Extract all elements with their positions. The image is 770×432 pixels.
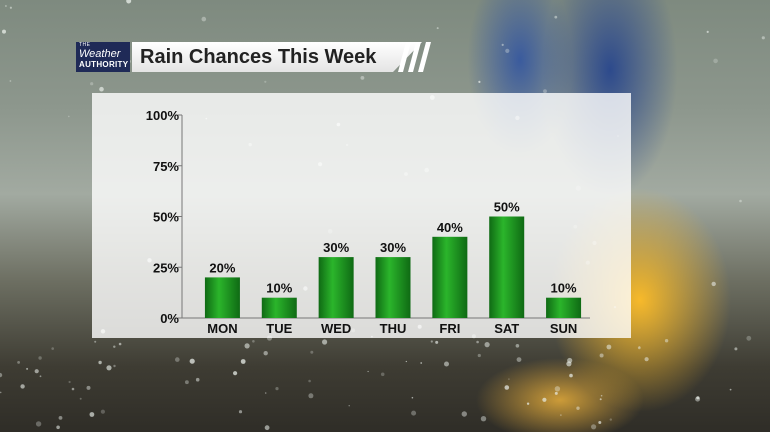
x-tick-label-wed: WED	[321, 321, 351, 336]
bar-fri	[432, 236, 468, 318]
logo-line-2: Weather	[79, 48, 121, 60]
title-bar: Rain Chances This Week	[132, 42, 422, 72]
bar-tue	[261, 297, 297, 318]
bar-thu	[375, 257, 411, 318]
y-tick-label: 50%	[153, 210, 179, 225]
bar-mon	[204, 277, 240, 318]
y-tick-label: 25%	[153, 260, 179, 275]
logo-line-1: THE	[79, 42, 91, 48]
x-tick-label-fri: FRI	[439, 321, 460, 336]
weather-authority-logo: THE Weather AUTHORITY	[76, 42, 130, 72]
x-tick-label-sun: SUN	[550, 321, 577, 336]
bar-sat	[489, 216, 525, 318]
x-tick-label-tue: TUE	[266, 321, 292, 336]
x-tick-label-mon: MON	[207, 321, 237, 336]
title-banner: THE Weather AUTHORITY Rain Chances This …	[76, 42, 431, 72]
x-tick-label-thu: THU	[380, 321, 407, 336]
rain-chance-bar-chart: 0% 25% 50% 75% 100% 20% MON 10% TUE 30% WED 30% THU…	[146, 108, 590, 336]
y-tick-label: 100%	[146, 108, 180, 123]
data-label-sun: 10%	[551, 281, 577, 296]
data-label-fri: 40%	[437, 220, 463, 235]
data-label-mon: 20%	[209, 260, 235, 275]
x-tick-label-sat: SAT	[494, 321, 519, 336]
bar-wed	[318, 257, 354, 318]
logo-line-3: AUTHORITY	[79, 60, 129, 69]
title-stripes-decoration	[398, 42, 431, 72]
data-label-tue: 10%	[266, 281, 292, 296]
y-tick-label: 75%	[153, 159, 179, 174]
data-label-thu: 30%	[380, 240, 406, 255]
bar-sun	[546, 297, 582, 318]
chart-panel: 0% 25% 50% 75% 100% 20% MON 10% TUE 30% WED 30% THU…	[92, 93, 631, 338]
data-label-wed: 30%	[323, 240, 349, 255]
page-title: Rain Chances This Week	[140, 46, 377, 68]
data-label-sat: 50%	[494, 200, 520, 215]
y-tick-label: 0%	[160, 311, 179, 326]
